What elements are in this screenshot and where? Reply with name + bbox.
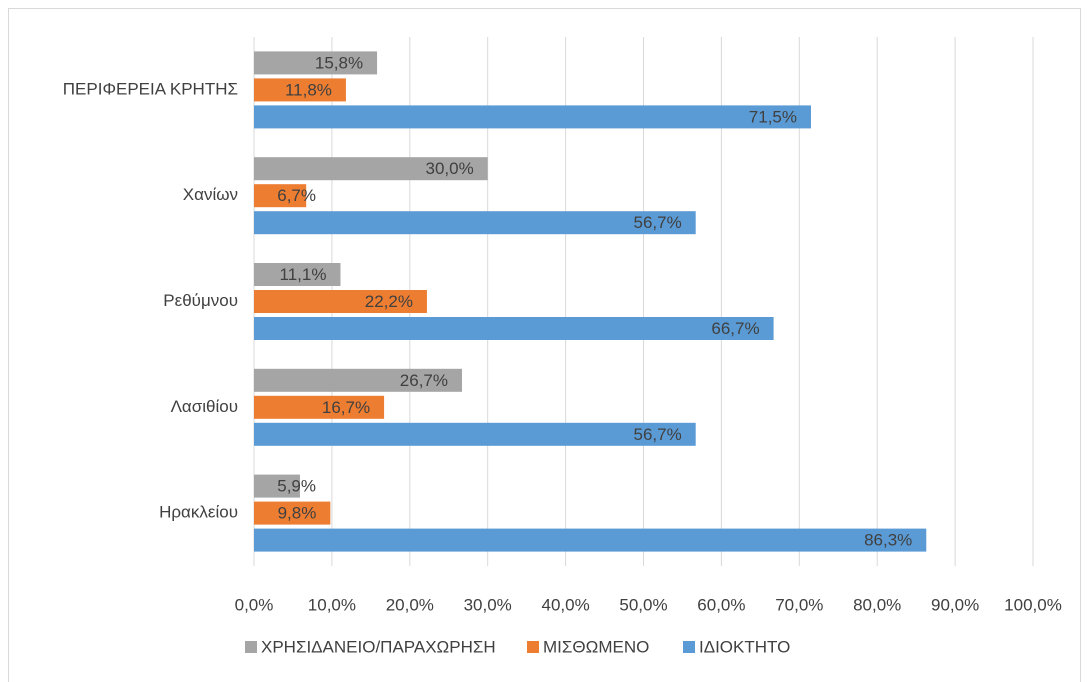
data-label: 5,9% bbox=[277, 477, 316, 496]
bar bbox=[254, 184, 307, 208]
legend-swatch bbox=[527, 641, 539, 653]
x-tick-label: 0,0% bbox=[235, 595, 274, 614]
data-label: 11,1% bbox=[280, 265, 327, 284]
legend-label: ΜΙΣΘΩΜΕΝΟ bbox=[543, 637, 649, 656]
x-tick-label: 100,0% bbox=[1004, 595, 1062, 614]
bar bbox=[254, 105, 811, 129]
bar bbox=[254, 263, 341, 286]
data-label: 26,7% bbox=[400, 371, 448, 390]
data-label: 56,7% bbox=[633, 425, 681, 444]
bar bbox=[254, 368, 462, 392]
bar bbox=[254, 395, 385, 419]
data-label: 6,7% bbox=[277, 186, 316, 205]
x-tick-label: 30,0% bbox=[464, 595, 512, 614]
y-tick-label: Χανίων bbox=[183, 185, 238, 204]
x-tick-label: 10,0% bbox=[308, 595, 356, 614]
bar bbox=[254, 211, 696, 235]
x-tick-label: 80,0% bbox=[853, 595, 901, 614]
data-label: 16,7% bbox=[322, 398, 370, 417]
bar bbox=[254, 78, 346, 102]
bar bbox=[254, 422, 696, 446]
bar bbox=[254, 51, 378, 75]
x-tick-label: 70,0% bbox=[775, 595, 823, 614]
bar bbox=[254, 157, 488, 181]
data-label: 11,8% bbox=[285, 80, 332, 99]
data-label: 9,8% bbox=[278, 504, 317, 523]
x-tick-label: 20,0% bbox=[386, 595, 434, 614]
legend-swatch bbox=[683, 641, 695, 653]
bar bbox=[254, 317, 774, 340]
y-tick-label: Λασιθίου bbox=[171, 397, 238, 416]
bar bbox=[254, 501, 331, 525]
x-tick-label: 90,0% bbox=[931, 595, 979, 614]
y-tick-label: Ρεθύμνου bbox=[163, 291, 238, 310]
data-label: 22,2% bbox=[365, 292, 413, 311]
legend-swatch bbox=[245, 641, 257, 653]
x-tick-label: 60,0% bbox=[697, 595, 745, 614]
data-label: 66,7% bbox=[711, 319, 759, 338]
bar bbox=[254, 290, 427, 313]
x-tick-label: 50,0% bbox=[619, 595, 667, 614]
x-tick-label: 40,0% bbox=[541, 595, 589, 614]
data-label: 15,8% bbox=[315, 53, 363, 72]
data-label: 56,7% bbox=[633, 213, 681, 232]
y-tick-label: Ηρακλείου bbox=[159, 503, 238, 522]
legend-label: ΧΡΗΣΙΔΑΝΕΙΟ/ΠΑΡΑΧΩΡΗΣΗ bbox=[261, 637, 496, 656]
bar bbox=[254, 474, 300, 498]
data-label: 86,3% bbox=[864, 531, 912, 550]
data-label: 30,0% bbox=[425, 159, 473, 178]
bar bbox=[254, 528, 927, 552]
y-tick-label: ΠΕΡΙΦΕΡΕΙΑ ΚΡΗΤΗΣ bbox=[63, 79, 238, 98]
data-label: 71,5% bbox=[749, 107, 797, 126]
legend-label: ΙΔΙΟΚΤΗΤΟ bbox=[699, 637, 790, 656]
